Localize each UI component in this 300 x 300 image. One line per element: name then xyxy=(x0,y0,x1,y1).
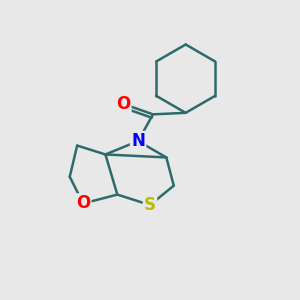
Text: N: N xyxy=(131,132,145,150)
Text: S: S xyxy=(144,196,156,214)
Text: O: O xyxy=(76,194,90,212)
Text: O: O xyxy=(116,95,130,113)
